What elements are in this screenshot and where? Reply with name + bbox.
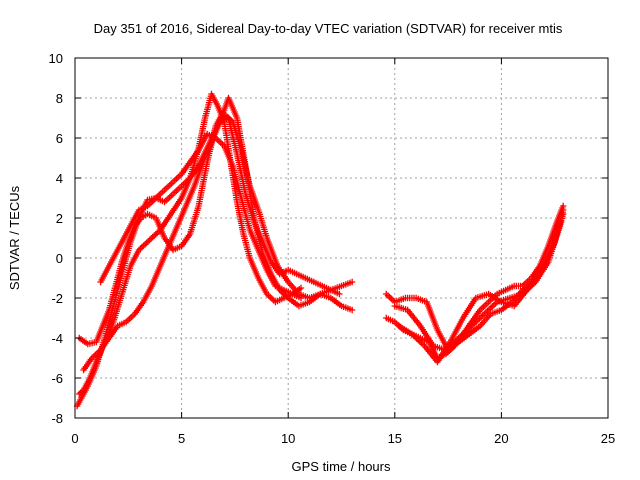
x-tick-label: 20: [494, 431, 508, 446]
series-track-d: [80, 114, 343, 374]
y-tick-label: -8: [51, 411, 63, 426]
series-track-e: [97, 130, 305, 302]
x-tick-label: 5: [178, 431, 185, 446]
y-tick-label: -2: [51, 291, 63, 306]
y-tick-label: 10: [49, 51, 63, 66]
y-tick-label: 2: [56, 211, 63, 226]
y-axis-label: SDTVAR / TECUs: [7, 185, 22, 290]
x-tick-label: 15: [388, 431, 402, 446]
series-marker-trail: [81, 115, 341, 372]
x-tick-label: 0: [71, 431, 78, 446]
series-track-b: [73, 110, 356, 410]
series-marker-trail: [75, 112, 354, 408]
series-marker-trail: [393, 220, 564, 353]
series-marker-trail: [98, 131, 303, 301]
data-layer: [73, 90, 567, 410]
x-tick-label: 10: [281, 431, 295, 446]
data-point: [146, 236, 153, 244]
y-tick-label: 4: [56, 171, 63, 186]
tick-layer: 0 5 10 15 20 25 -8 -6 -4 -2 0 2 4 6 8 10: [49, 51, 616, 446]
chart-title: Day 351 of 2016, Sidereal Day-to-day VTE…: [94, 21, 563, 36]
series-track-h: [395, 210, 567, 366]
y-tick-label: 6: [56, 131, 63, 146]
y-tick-label: -6: [51, 371, 63, 386]
plot-frame: [74, 57, 609, 419]
series-track-f: [383, 202, 567, 362]
x-tick-label: 25: [601, 431, 615, 446]
grid-layer: [75, 58, 608, 418]
x-axis-label: GPS time / hours: [292, 459, 391, 474]
y-tick-label: -4: [51, 331, 63, 346]
series-track-i: [391, 218, 565, 354]
y-tick-label: 8: [56, 91, 63, 106]
y-tick-label: 0: [56, 251, 63, 266]
